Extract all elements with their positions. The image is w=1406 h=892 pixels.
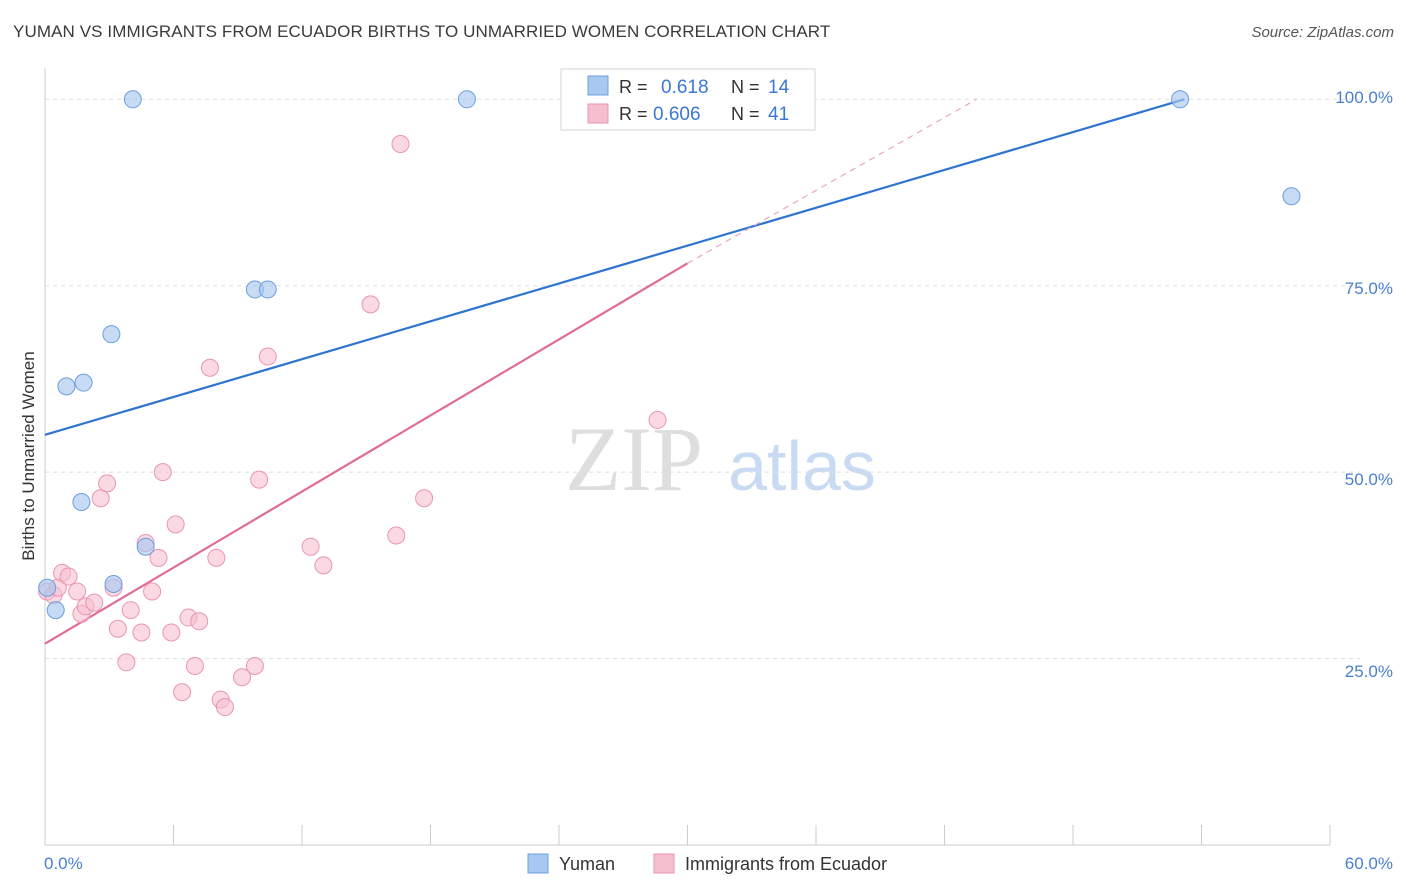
point-ecuador-12 bbox=[108, 619, 127, 638]
point-ecuador-27 bbox=[207, 548, 226, 567]
legend-label-ecuador: Immigrants from Ecuador bbox=[685, 854, 887, 874]
series-legend: Yuman Immigrants from Ecuador bbox=[527, 853, 887, 874]
y-tick-label-50: 50.0% bbox=[1345, 470, 1393, 489]
point-ecuador-37 bbox=[387, 526, 406, 545]
stats-swatch-yuman bbox=[587, 75, 609, 96]
stats-n-value-yuman: 14 bbox=[768, 77, 790, 98]
point-yuman-3 bbox=[74, 373, 93, 392]
stats-n-value-ecuador: 41 bbox=[768, 104, 789, 125]
point-yuman-10 bbox=[258, 280, 277, 299]
point-ecuador-9 bbox=[91, 489, 110, 508]
watermark-zip: ZIP bbox=[565, 408, 703, 510]
stats-swatch-ecuador bbox=[587, 103, 609, 124]
x-tick-label-min: 0.0% bbox=[44, 854, 83, 873]
point-ecuador-33 bbox=[258, 347, 277, 366]
legend-label-yuman: Yuman bbox=[559, 854, 615, 874]
point-ecuador-18 bbox=[149, 548, 168, 567]
point-ecuador-30 bbox=[233, 668, 252, 687]
legend-swatch-yuman bbox=[527, 853, 549, 874]
point-ecuador-4 bbox=[59, 567, 78, 586]
data-points bbox=[38, 90, 1301, 717]
stats-r-value-yuman: 0.618 bbox=[661, 77, 709, 98]
point-yuman-6 bbox=[104, 575, 123, 593]
point-ecuador-40 bbox=[648, 410, 667, 429]
point-ecuador-39 bbox=[415, 489, 434, 508]
point-yuman-12 bbox=[1171, 90, 1190, 109]
point-ecuador-5 bbox=[68, 582, 87, 601]
stats-r-label-ecuador: R = bbox=[619, 104, 648, 124]
trend-line-yuman bbox=[44, 98, 1185, 436]
stats-r-value-ecuador: 0.606 bbox=[653, 104, 701, 125]
x-tick-label-max: 60.0% bbox=[1345, 854, 1393, 873]
point-yuman-8 bbox=[136, 537, 155, 556]
trend-lines bbox=[44, 98, 1185, 645]
stats-r-label-yuman: R = bbox=[619, 77, 648, 97]
chart-title: YUMAN VS IMMIGRANTS FROM ECUADOR BIRTHS … bbox=[13, 22, 831, 41]
point-ecuador-25 bbox=[190, 612, 209, 631]
point-ecuador-31 bbox=[245, 657, 264, 676]
source-credit: Source: ZipAtlas.com bbox=[1251, 24, 1394, 41]
point-ecuador-20 bbox=[162, 623, 181, 642]
point-ecuador-21 bbox=[166, 515, 185, 534]
stats-n-label-ecuador: N = bbox=[731, 104, 760, 124]
point-yuman-2 bbox=[57, 377, 76, 396]
point-yuman-13 bbox=[1282, 187, 1301, 206]
trend-line-ecuador-extension bbox=[687, 98, 977, 264]
stats-n-label-yuman: N = bbox=[731, 77, 760, 97]
y-tick-label-100: 100.0% bbox=[1335, 88, 1393, 107]
point-ecuador-17 bbox=[143, 582, 162, 601]
y-axis-title: Births to Unmarried Women bbox=[19, 351, 38, 560]
point-ecuador-24 bbox=[185, 657, 204, 676]
y-tick-label-75: 75.0% bbox=[1345, 279, 1393, 298]
point-ecuador-32 bbox=[250, 470, 269, 489]
y-tick-label-25: 25.0% bbox=[1345, 662, 1393, 681]
point-ecuador-35 bbox=[314, 556, 333, 575]
point-ecuador-8 bbox=[85, 593, 104, 612]
point-ecuador-13 bbox=[117, 653, 136, 672]
point-ecuador-10 bbox=[98, 474, 117, 493]
point-yuman-4 bbox=[72, 492, 91, 511]
axes bbox=[44, 68, 1331, 846]
point-ecuador-36 bbox=[361, 295, 380, 314]
point-yuman-7 bbox=[123, 90, 142, 109]
legend-swatch-ecuador bbox=[653, 853, 675, 874]
stats-legend: R = 0.618 N = 14 R = 0.606 N = 41 bbox=[560, 68, 816, 131]
point-ecuador-34 bbox=[301, 537, 320, 556]
point-ecuador-29 bbox=[215, 698, 234, 717]
trend-line-ecuador bbox=[44, 262, 689, 645]
point-ecuador-38 bbox=[391, 135, 410, 154]
point-ecuador-19 bbox=[153, 463, 172, 482]
point-yuman-0 bbox=[38, 578, 57, 597]
point-yuman-1 bbox=[46, 601, 65, 620]
point-yuman-11 bbox=[457, 90, 476, 109]
point-ecuador-26 bbox=[200, 358, 219, 377]
point-ecuador-15 bbox=[132, 623, 151, 642]
point-ecuador-14 bbox=[121, 601, 140, 620]
point-yuman-5 bbox=[102, 325, 121, 344]
watermark-atlas: atlas bbox=[728, 427, 876, 505]
gridlines bbox=[45, 98, 1360, 660]
point-ecuador-22 bbox=[173, 683, 192, 702]
